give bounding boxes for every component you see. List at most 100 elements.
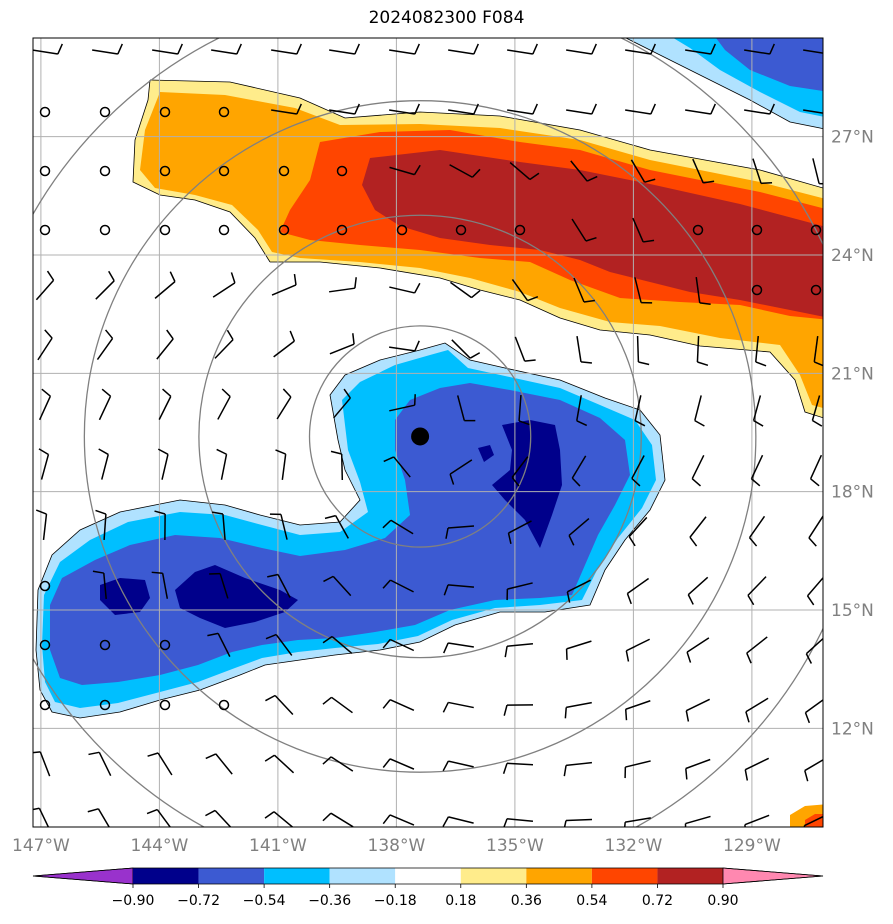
calm-marker — [278, 165, 290, 177]
wind-barb — [329, 333, 355, 355]
wind-barb — [389, 103, 420, 115]
wind-barb — [747, 576, 767, 606]
wind-barb — [685, 43, 716, 55]
wind-barb — [271, 43, 302, 55]
wind-barb — [322, 635, 353, 655]
wind-barb — [744, 103, 775, 115]
wind-barb — [685, 758, 711, 780]
colorbar-segment — [526, 868, 592, 884]
wind-barb — [689, 516, 707, 547]
wind-barb — [502, 762, 534, 774]
wind-barb — [507, 520, 532, 544]
wind-barb — [806, 576, 823, 606]
wind-barb — [695, 277, 711, 306]
wind-barb — [625, 638, 650, 662]
wind-barb — [511, 278, 539, 302]
wind-barb — [624, 760, 651, 779]
wind-barb — [573, 277, 596, 303]
wind-barb — [389, 282, 421, 294]
wind-barb — [685, 698, 711, 722]
calm-marker — [159, 106, 171, 118]
contour-0.72-fill — [362, 150, 823, 317]
colorbar-segment — [460, 868, 527, 884]
wind-barb — [685, 103, 716, 115]
colorbar-tick-label: −0.36 — [308, 893, 351, 909]
colorbar-tick-label: −0.54 — [243, 893, 286, 909]
calm-marker — [396, 224, 408, 236]
calm-marker — [692, 224, 704, 236]
wind-barb — [805, 637, 823, 664]
wind-barb — [389, 43, 420, 55]
wind-barb — [514, 336, 536, 362]
wind-barb — [744, 757, 770, 781]
lat-tick-label: 18°N — [831, 483, 874, 503]
calm-marker — [99, 106, 111, 118]
colorbar-extend-low — [32, 867, 134, 885]
wind-barb — [37, 329, 53, 361]
wind-barb — [687, 576, 709, 605]
calm-marker — [336, 165, 348, 177]
wind-barb — [456, 395, 476, 422]
colorbar-segment — [264, 868, 330, 884]
wind-barb — [624, 700, 651, 721]
calm-marker — [218, 106, 230, 118]
wind-barb — [217, 388, 231, 420]
wind-barb — [323, 575, 352, 597]
wind-barb — [803, 49, 823, 54]
wind-barb — [330, 450, 344, 481]
wind-barb — [382, 699, 415, 711]
wind-barb — [565, 640, 592, 660]
colorbar-tick-label: 0.54 — [576, 893, 607, 909]
wind-barb — [212, 272, 236, 298]
wind-barb — [566, 43, 597, 55]
wind-barb — [87, 808, 111, 827]
calm-marker — [159, 699, 171, 711]
wind-barb — [265, 694, 294, 716]
wind-barb — [205, 753, 233, 775]
wind-barb — [92, 43, 123, 55]
wind-barb — [389, 340, 420, 352]
calm-marker — [455, 224, 467, 236]
wind-barb — [576, 395, 588, 427]
wind-barb — [808, 515, 823, 547]
wind-barb — [205, 809, 232, 827]
wind-barb — [684, 815, 711, 827]
wind-barb — [157, 448, 169, 480]
wind-barb — [449, 459, 473, 485]
colorbar-segment — [133, 868, 199, 884]
wind-barb — [506, 582, 533, 601]
wind-barb — [507, 103, 538, 115]
wind-barb — [95, 270, 115, 300]
calm-marker — [99, 639, 111, 651]
calm-marker — [751, 284, 763, 296]
wind-barb — [568, 518, 590, 546]
wind-barb — [276, 388, 292, 420]
calm-marker — [810, 224, 822, 236]
range-rings — [33, 38, 823, 827]
wind-barb — [443, 642, 474, 654]
range-ring — [198, 214, 642, 659]
wind-barb — [35, 270, 55, 301]
wind-barb — [389, 394, 416, 412]
wind-barb — [630, 159, 656, 183]
lon-tick-label: 138°W — [368, 836, 426, 856]
wind-barb — [382, 638, 415, 652]
calm-marker — [39, 699, 51, 711]
wind-barb — [511, 456, 529, 487]
wind-barb — [563, 818, 593, 827]
lat-tick-label: 15°N — [831, 601, 874, 621]
wind-barb — [216, 448, 228, 480]
colorbar: −0.90 −0.72 −0.54 −0.36 −0.18 0.18 0.36 0.54 0.7… — [32, 867, 824, 909]
wind-barb — [691, 455, 705, 487]
wind-barb — [626, 577, 650, 605]
wind-barb — [382, 579, 414, 593]
positive-anomaly-field — [133, 80, 823, 827]
colorbar-tick-label: 0.90 — [707, 893, 738, 909]
wind-barb — [503, 818, 534, 827]
lat-tick-label: 24°N — [831, 246, 874, 266]
wind-barb — [744, 43, 775, 55]
wind-barb — [214, 329, 234, 359]
lon-tick-label: 147°W — [12, 836, 70, 856]
wind-barb — [694, 395, 705, 427]
lon-tick-label: 135°W — [486, 836, 544, 856]
